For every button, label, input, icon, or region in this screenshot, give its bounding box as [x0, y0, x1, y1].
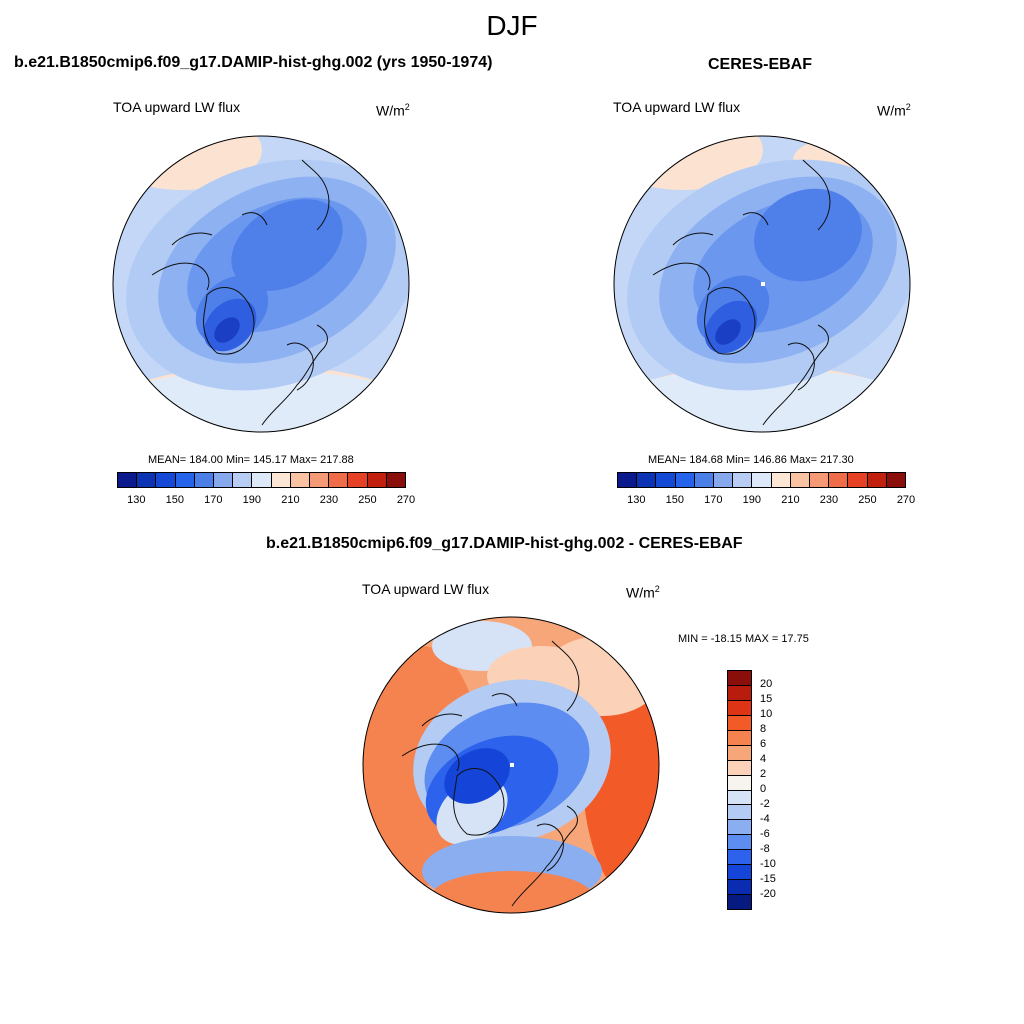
colorbar-swatch — [233, 473, 253, 487]
colorbar-swatch — [728, 865, 751, 881]
colorbar-swatch — [728, 760, 751, 776]
colorbar-tick-label: -20 — [760, 888, 776, 900]
panel-1-units: W/m2 — [376, 102, 410, 119]
colorbar-tick-label: 130 — [127, 494, 146, 506]
colorbar-tick-label: -6 — [760, 828, 770, 840]
colorbar-swatch — [118, 473, 138, 487]
colorbar-tick-label: -4 — [760, 813, 770, 825]
colorbar-swatch — [728, 790, 751, 806]
panel-2-polar-map — [613, 135, 911, 433]
colorbar-swatch — [810, 473, 830, 487]
colorbar-swatch — [728, 730, 751, 746]
colorbar-tick-label: 8 — [760, 723, 767, 735]
colorbar-swatch — [829, 473, 849, 487]
colorbar-swatch — [733, 473, 753, 487]
colorbar-tick-label: 170 — [204, 494, 223, 506]
colorbar-tick-label: 6 — [760, 738, 767, 750]
colorbar-swatch — [728, 715, 751, 731]
panel-3-colorbar-ticks: 20 15 10 8 6 4 2 0 -2 -4 -6 -8 -10 -15 -20 — [760, 670, 800, 910]
colorbar-tick-label: -8 — [760, 843, 770, 855]
colorbar-swatch — [310, 473, 330, 487]
colorbar-tick-label: 230 — [819, 494, 839, 506]
colorbar-swatch — [728, 850, 751, 866]
colorbar-swatch — [214, 473, 234, 487]
colorbar-tick-label: 210 — [281, 494, 300, 506]
colorbar-tick-label: 170 — [704, 494, 723, 506]
panel-1-polar-map — [112, 135, 410, 433]
colorbar-swatch — [728, 835, 751, 851]
colorbar-swatch — [728, 805, 751, 821]
colorbar-swatch — [367, 473, 387, 487]
colorbar-swatch — [290, 473, 311, 487]
colorbar-tick-label: 4 — [760, 753, 767, 765]
colorbar-swatch — [637, 473, 657, 487]
colorbar-tick-label: 270 — [896, 494, 916, 506]
colorbar-swatch — [694, 473, 715, 487]
colorbar-tick-label: -10 — [760, 858, 776, 870]
colorbar-swatch — [728, 895, 751, 909]
colorbar-tick-label: 190 — [742, 494, 762, 506]
colorbar-tick-label: 210 — [781, 494, 800, 506]
colorbar-tick-label: 190 — [242, 494, 262, 506]
colorbar-swatch — [348, 473, 368, 487]
colorbar-swatch — [618, 473, 638, 487]
colorbar-tick-label: 2 — [760, 768, 767, 780]
colorbar-swatch — [137, 473, 157, 487]
colorbar-swatch — [271, 473, 291, 487]
colorbar-swatch — [329, 473, 349, 487]
panel-3-stats: MIN = -18.15 MAX = 17.75 — [678, 633, 809, 645]
colorbar-swatch — [386, 473, 406, 487]
colorbar-swatch — [156, 473, 176, 487]
panel-1-colorbar-ticks: 130 150 170 190 210 230 250 270 — [117, 494, 415, 508]
panel-3-units: W/m2 — [626, 584, 660, 601]
colorbar-tick-label: 150 — [165, 494, 184, 506]
figure-title: DJF — [486, 10, 538, 41]
colorbar-swatch — [752, 473, 772, 487]
colorbar-tick-label: 20 — [760, 678, 773, 690]
colorbar-swatch — [656, 473, 676, 487]
panel-3-polar-map — [362, 616, 660, 914]
colorbar-swatch — [175, 473, 195, 487]
panel-3-colorbar — [727, 670, 752, 910]
colorbar-swatch — [867, 473, 887, 487]
colorbar-tick-label: -15 — [760, 873, 776, 885]
panel-3-variable-label: TOA upward LW flux — [362, 581, 490, 597]
colorbar-swatch — [728, 880, 751, 896]
colorbar-swatch — [675, 473, 695, 487]
colorbar-swatch — [790, 473, 811, 487]
colorbar-swatch — [771, 473, 791, 487]
panel-2-colorbar-ticks: 130 150 170 190 210 230 250 270 — [617, 494, 915, 508]
panel-2-variable-label: TOA upward LW flux — [613, 99, 741, 115]
colorbar-tick-label: 130 — [627, 494, 646, 506]
colorbar-swatch — [728, 745, 751, 761]
panel-3-title: b.e21.B1850cmip6.f09_g17.DAMIP-hist-ghg.… — [266, 535, 743, 552]
colorbar-tick-label: 250 — [358, 494, 377, 506]
colorbar-tick-label: 270 — [396, 494, 416, 506]
colorbar-tick-label: 15 — [760, 693, 773, 705]
colorbar-swatch — [728, 671, 751, 686]
panel-1-colorbar — [117, 472, 406, 488]
colorbar-swatch — [728, 775, 751, 791]
colorbar-tick-label: 250 — [858, 494, 877, 506]
colorbar-swatch — [728, 685, 751, 701]
colorbar-swatch — [848, 473, 868, 487]
colorbar-tick-label: -2 — [760, 798, 770, 810]
panel-2-colorbar — [617, 472, 906, 488]
colorbar-swatch — [728, 820, 751, 836]
panel-1-variable-label: TOA upward LW flux — [113, 99, 241, 115]
colorbar-tick-label: 230 — [319, 494, 339, 506]
colorbar-tick-label: 0 — [760, 783, 767, 795]
colorbar-swatch — [252, 473, 272, 487]
panel-1-stats: MEAN= 184.00 Min= 145.17 Max= 217.88 — [148, 454, 354, 466]
panel-2-title: CERES-EBAF — [708, 56, 813, 73]
panel-2-stats: MEAN= 184.68 Min= 146.86 Max= 217.30 — [648, 454, 854, 466]
colorbar-tick-label: 150 — [665, 494, 684, 506]
colorbar-swatch — [714, 473, 734, 487]
panel-2-units: W/m2 — [877, 102, 911, 119]
panel-1-title: b.e21.B1850cmip6.f09_g17.DAMIP-hist-ghg.… — [14, 54, 493, 71]
colorbar-tick-label: 10 — [760, 708, 773, 720]
colorbar-swatch — [886, 473, 906, 487]
colorbar-swatch — [728, 700, 751, 716]
colorbar-swatch — [194, 473, 215, 487]
